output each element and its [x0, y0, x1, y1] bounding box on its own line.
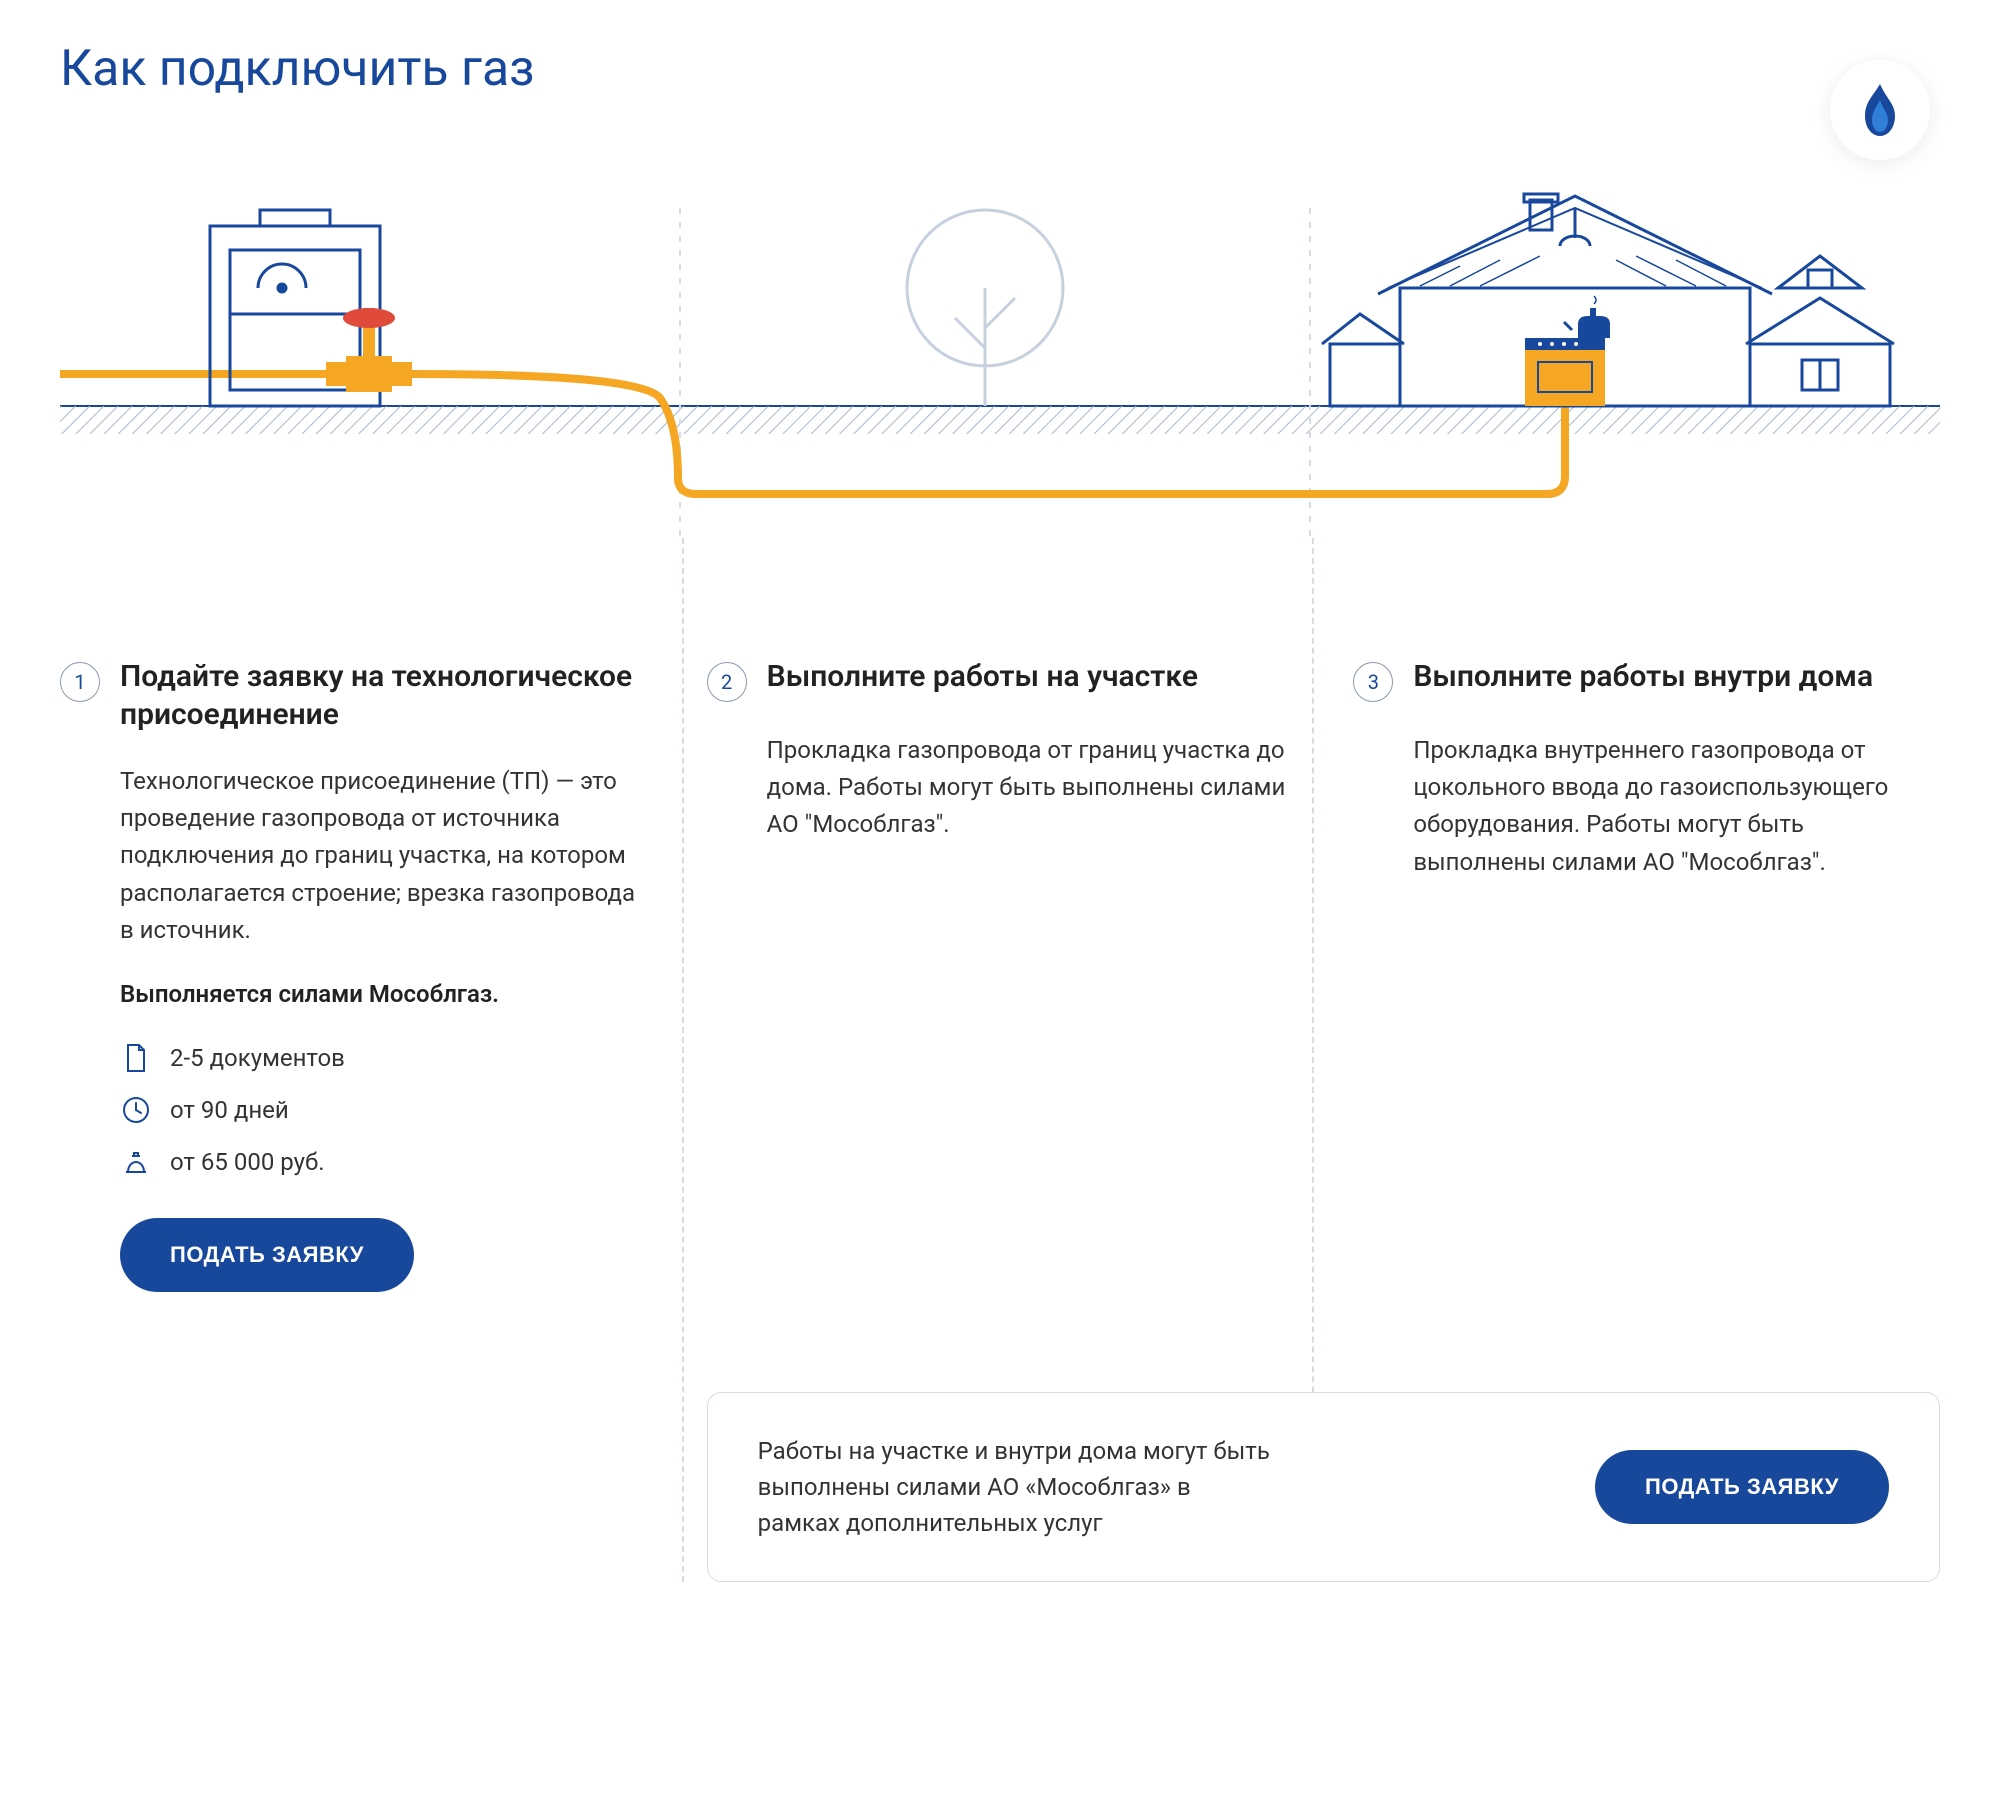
step-number: 1 [60, 662, 100, 702]
cost-icon [120, 1146, 152, 1178]
step-2: 2 Выполните работы на участке Прокладка … [707, 658, 1294, 1292]
step-description: Прокладка внутреннего газопровода от цок… [1413, 732, 1940, 881]
combined-text: Работы на участке и внутри дома могут бы… [758, 1433, 1278, 1541]
info-documents: 2-5 документов [120, 1042, 647, 1074]
info-text: от 90 дней [170, 1096, 289, 1124]
flame-icon [1855, 82, 1905, 138]
submit-application-button-combined[interactable]: Подать заявку [1595, 1450, 1889, 1524]
submit-application-button[interactable]: Подать заявку [120, 1218, 414, 1292]
info-list: 2-5 документов от 90 дней от 65 000 руб. [120, 1042, 647, 1178]
step-number: 2 [707, 662, 747, 702]
combined-services-box: Работы на участке и внутри дома могут бы… [707, 1392, 1940, 1582]
page-title: Как подключить газ [60, 40, 1940, 98]
step-description: Прокладка газопровода от границ участка … [767, 732, 1294, 844]
step-3: 3 Выполните работы внутри дома Прокладка… [1353, 658, 1940, 1292]
step-note: Выполняется силами Мособлгаз. [120, 977, 647, 1012]
connection-diagram [60, 138, 1940, 538]
step-title: Выполните работы на участке [767, 658, 1198, 696]
info-cost: от 65 000 руб. [120, 1146, 647, 1178]
step-number: 3 [1353, 662, 1393, 702]
info-text: от 65 000 руб. [170, 1148, 325, 1176]
info-days: от 90 дней [120, 1094, 647, 1126]
step-1: 1 Подайте заявку на технологическое прис… [60, 658, 647, 1292]
step-title: Выполните работы внутри дома [1413, 658, 1873, 696]
step-description: Технологическое присоединение (ТП) — это… [120, 763, 647, 949]
document-icon [120, 1042, 152, 1074]
clock-icon [120, 1094, 152, 1126]
info-text: 2-5 документов [170, 1044, 345, 1072]
steps-grid: 1 Подайте заявку на технологическое прис… [60, 658, 1940, 1582]
step-title: Подайте заявку на технологическое присое… [120, 658, 647, 733]
